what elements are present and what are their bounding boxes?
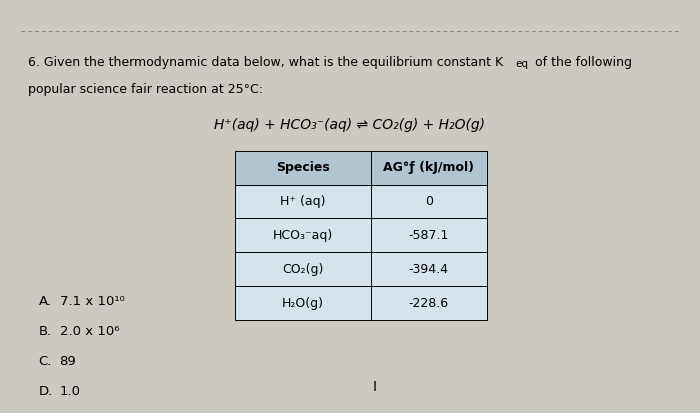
Text: of the following: of the following [531,56,631,69]
Text: -228.6: -228.6 [409,297,449,310]
FancyBboxPatch shape [371,151,486,185]
FancyBboxPatch shape [371,252,486,286]
Text: 2.0 x 10⁶: 2.0 x 10⁶ [60,325,119,338]
Text: H⁺ (aq): H⁺ (aq) [280,195,326,208]
Text: 6. Given the thermodynamic data below, what is the equilibrium constant K: 6. Given the thermodynamic data below, w… [28,56,503,69]
FancyBboxPatch shape [234,185,371,218]
Text: -587.1: -587.1 [409,229,449,242]
FancyBboxPatch shape [234,252,371,286]
Text: eq: eq [515,59,528,69]
Text: -394.4: -394.4 [409,263,449,276]
Text: H₂O(g): H₂O(g) [281,297,323,310]
Text: B.: B. [38,325,52,338]
FancyBboxPatch shape [371,286,486,320]
Text: popular science fair reaction at 25°C:: popular science fair reaction at 25°C: [28,83,263,95]
Text: CO₂(g): CO₂(g) [282,263,323,276]
Text: 7.1 x 10¹⁰: 7.1 x 10¹⁰ [60,295,125,308]
Text: 0: 0 [425,195,433,208]
FancyBboxPatch shape [234,218,371,252]
FancyBboxPatch shape [234,151,371,185]
Text: HCO₃⁻aq): HCO₃⁻aq) [272,229,333,242]
Text: A.: A. [38,295,52,308]
Text: 1.0: 1.0 [60,385,80,397]
Text: H⁺(aq) + HCO₃⁻(aq) ⇌ CO₂(g) + H₂O(g): H⁺(aq) + HCO₃⁻(aq) ⇌ CO₂(g) + H₂O(g) [214,118,486,132]
Text: AG°ƒ (kJ/mol): AG°ƒ (kJ/mol) [384,161,475,174]
FancyBboxPatch shape [371,185,486,218]
Text: I: I [372,380,377,394]
FancyBboxPatch shape [234,286,371,320]
Text: Species: Species [276,161,330,174]
Text: D.: D. [38,385,52,397]
FancyBboxPatch shape [371,218,486,252]
Text: C.: C. [38,355,52,368]
Text: 89: 89 [60,355,76,368]
